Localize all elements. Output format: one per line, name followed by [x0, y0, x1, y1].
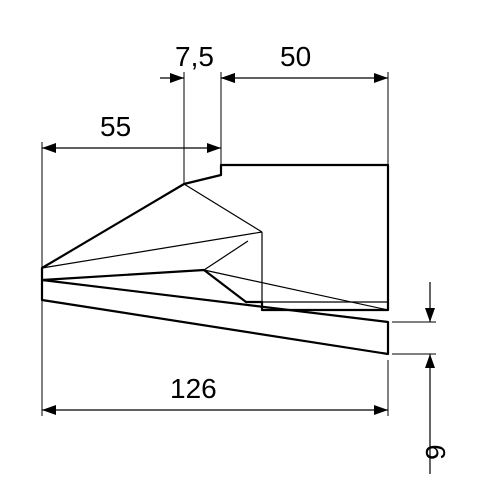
handle-front: [42, 280, 388, 354]
dim-label-50: 50: [280, 41, 311, 72]
edge-inner_2: [42, 232, 262, 268]
dim-label-7-5: 7,5: [175, 41, 214, 72]
edge-inner_1: [184, 184, 262, 232]
edge-inner_4: [204, 241, 248, 270]
part-outline: [42, 165, 388, 310]
dim-label-55: 55: [100, 111, 131, 142]
dim-label-126: 126: [170, 373, 217, 404]
dim-label-9: 9: [420, 444, 451, 460]
edge-inner_6: [42, 280, 388, 322]
